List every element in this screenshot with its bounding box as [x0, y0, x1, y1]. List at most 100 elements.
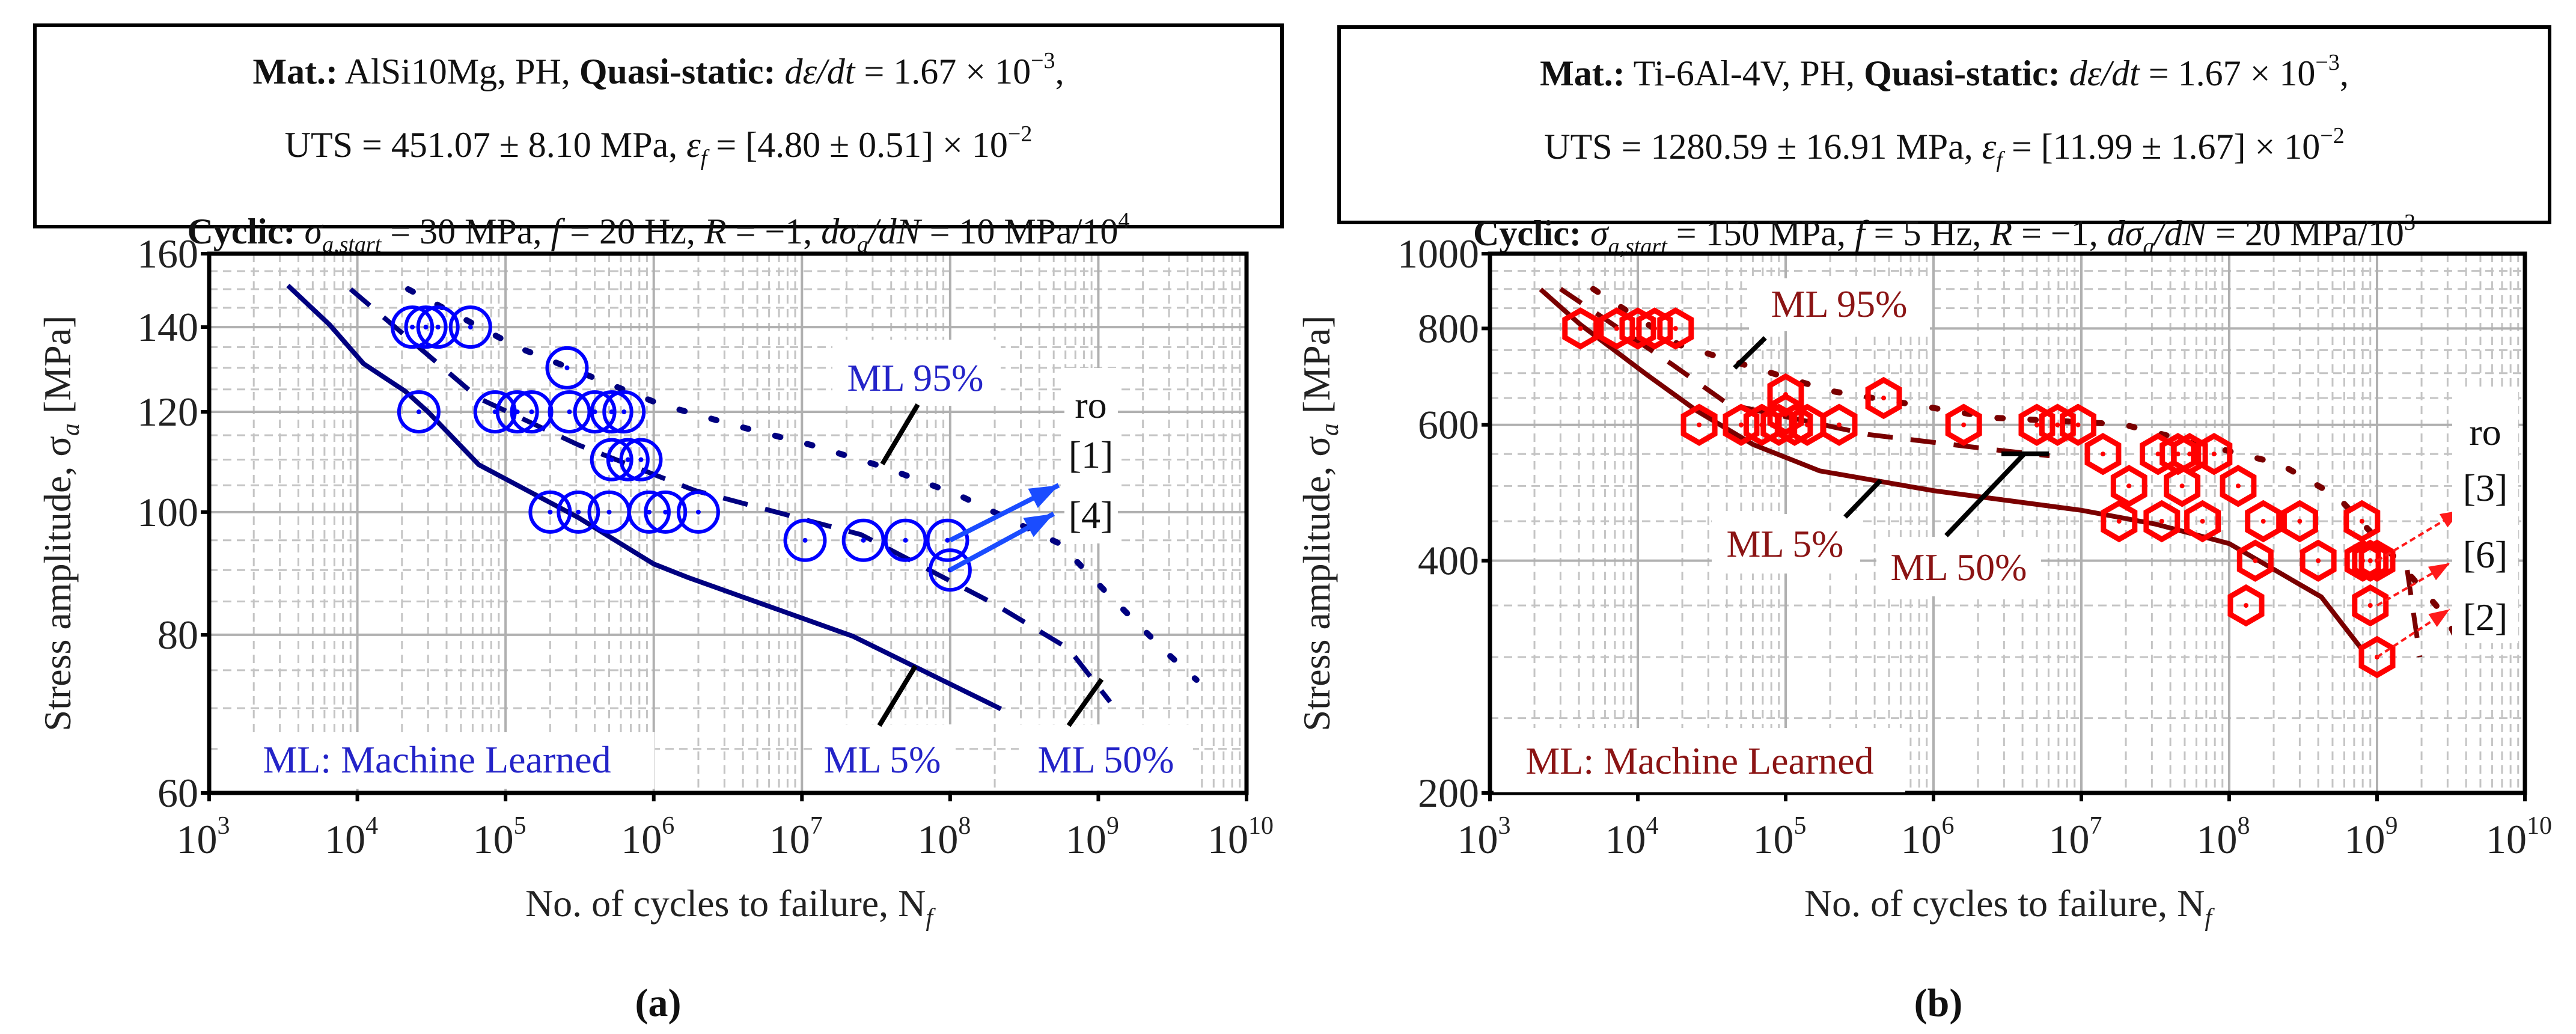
header-text: dε/dt — [2069, 54, 2140, 93]
x-tick-base: 10 — [2049, 816, 2090, 862]
y-tick-label: 200 — [1418, 770, 1479, 816]
y-tick-label: 160 — [137, 231, 198, 277]
runout-arrow — [948, 512, 1055, 572]
header-text: Cyclic: — [187, 212, 296, 251]
x-tick-label: 105 — [1753, 812, 1807, 862]
leader-line — [1944, 452, 2026, 537]
x-tick-base: 10 — [1457, 816, 1498, 862]
x-tick-exponent: 7 — [2090, 812, 2102, 840]
series-label: ML 50% — [1038, 738, 1174, 781]
x-tick-label: 107 — [2049, 812, 2102, 862]
label-backdrop — [1712, 514, 1860, 574]
x-tick-base: 10 — [1605, 816, 1646, 862]
runout-arrow — [2376, 562, 2450, 607]
y-axis-title-unit: [MPa] — [1295, 316, 1338, 424]
header-box-a: Mat.: AlSi10Mg, PH, Quasi-static: dε/dt … — [33, 23, 1284, 257]
x-tick-exponent: 10 — [1248, 812, 1274, 840]
header-box-b: Mat.: Ti-6Al-4V, PH, Quasi-static: dε/dt… — [1337, 25, 2551, 259]
header-text: ε — [686, 125, 701, 165]
header-line: UTS = 451.07 ± 8.10 MPa, εf = [4.80 ± 0.… — [37, 103, 1280, 189]
header-text: dσ — [821, 212, 857, 251]
data-point — [1598, 307, 1635, 350]
data-point — [545, 346, 589, 390]
series-label: ML 50% — [1891, 546, 2027, 589]
data-point — [416, 305, 460, 349]
data-point — [2352, 539, 2389, 582]
runout-backdrop — [2452, 391, 2518, 643]
data-point — [2236, 539, 2274, 582]
data-point — [2018, 403, 2056, 446]
header-text: /dN — [2154, 213, 2207, 253]
data-point — [2084, 433, 2122, 476]
runout-backdrop — [1064, 368, 1118, 543]
y-axis-title-text: Stress amplitude, σ — [1295, 436, 1338, 731]
data-point — [2110, 465, 2147, 507]
header-text: 4 — [1118, 208, 1130, 233]
data-point — [2196, 433, 2233, 476]
plot-frame — [1488, 251, 2527, 795]
y-tick-label: 1000 — [1397, 231, 1479, 277]
x-tick-base: 10 — [1753, 816, 1794, 862]
runout-count: [2] — [2463, 596, 2508, 638]
series-line-ml5 — [1539, 287, 2364, 651]
header-text: , — [1055, 52, 1064, 91]
y-tick-label: 80 — [157, 612, 198, 658]
header-text: f — [1996, 147, 2003, 173]
header-text: −2 — [2320, 123, 2345, 148]
runout-arrow — [2376, 608, 2450, 658]
x-tick-exponent: 6 — [1942, 812, 1955, 840]
data-point — [1723, 403, 1760, 446]
x-tick-base: 10 — [325, 816, 365, 862]
grid — [1490, 252, 2525, 794]
series-line-ml95 — [405, 286, 1200, 683]
y-axis-title-sub: a — [1316, 423, 1344, 436]
data-point — [676, 490, 720, 534]
x-tick-exponent: 5 — [514, 812, 526, 840]
header-line: Mat.: Ti-6Al-4V, PH, Quasi-static: dε/dt… — [1341, 31, 2548, 105]
x-tick-label: 109 — [1066, 812, 1119, 862]
header-text: 3 — [2404, 210, 2416, 235]
header-text: R — [704, 212, 727, 251]
x-tick-base: 10 — [2197, 816, 2238, 862]
data-point — [926, 518, 969, 562]
runout-count: [1] — [1069, 433, 1114, 476]
header-text: UTS = 1280.59 ± 16.91 MPa, — [1544, 127, 1982, 167]
data-point — [1821, 403, 1858, 446]
leader-line — [877, 664, 918, 727]
x-tick-exponent: 9 — [1106, 812, 1119, 840]
y-tick-label: 600 — [1418, 402, 1479, 448]
x-tick-exponent: 3 — [1498, 812, 1511, 840]
data-point — [2300, 539, 2337, 582]
x-tick-base: 10 — [2345, 816, 2385, 862]
x-tick-base: 10 — [2486, 816, 2527, 862]
header-text: Mat.: — [1540, 54, 1625, 93]
x-tick-exponent: 10 — [2527, 812, 2552, 840]
x-axis-title: No. of cycles to failure, Nf — [525, 882, 936, 932]
x-tick-base: 10 — [769, 816, 810, 862]
note-backdrop — [219, 732, 655, 789]
y-axis-title-sub: a — [57, 423, 85, 436]
header-text: −3 — [2315, 50, 2340, 75]
y-axis-title: Stress amplitude, σa [MPa] — [1295, 316, 1344, 732]
x-axis-title-sub: f — [2205, 904, 2215, 932]
data-point — [644, 490, 688, 534]
label-backdrop — [832, 340, 1001, 406]
data-point — [2343, 500, 2381, 543]
y-axis-title: Stress amplitude, σa [MPa] — [36, 316, 85, 732]
series-line-ml95 — [1590, 286, 2470, 660]
data-point — [1945, 403, 1982, 446]
x-tick-label: 104 — [1605, 812, 1659, 862]
x-tick-exponent: 6 — [662, 812, 674, 840]
x-tick-label: 103 — [177, 812, 230, 862]
series-label: ML 5% — [1727, 522, 1844, 565]
data-point — [2101, 500, 2138, 543]
data-point — [404, 305, 448, 349]
header-line: Cyclic: σa,start = 150 MPa, f = 5 Hz, R … — [1341, 191, 2548, 278]
panel-label: (b) — [1914, 981, 1963, 1025]
x-tick-label: 108 — [2197, 812, 2250, 862]
header-text: = 1.67 × 10 — [855, 52, 1031, 91]
y-tick-label: 140 — [137, 304, 198, 350]
series-label: ML 5% — [824, 738, 941, 781]
